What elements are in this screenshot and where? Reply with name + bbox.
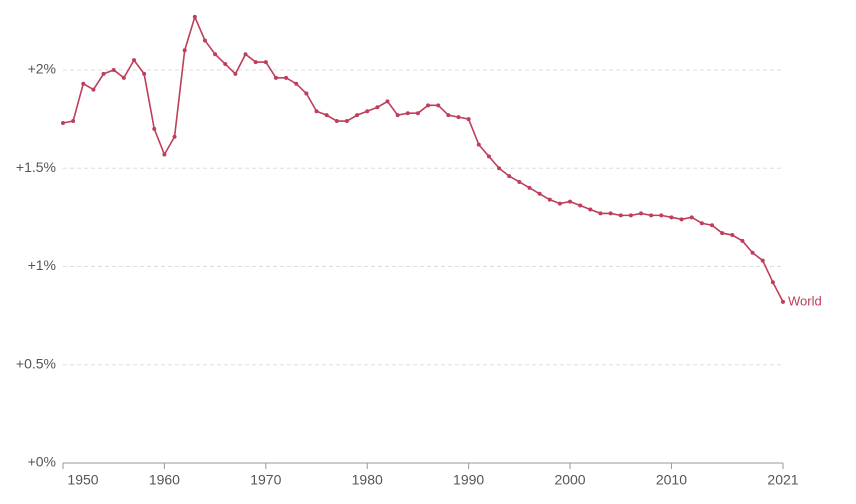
x-tick-label: 2000 (554, 472, 585, 488)
y-tick-label: +2% (28, 61, 56, 77)
data-point (659, 213, 664, 218)
data-point (375, 105, 380, 110)
data-point (486, 154, 491, 159)
data-point (202, 38, 207, 43)
data-point (781, 299, 785, 304)
x-tick-label: 1950 (67, 472, 98, 488)
data-point (568, 199, 573, 204)
data-point (253, 60, 258, 65)
data-point (730, 233, 735, 238)
data-point (385, 99, 390, 104)
data-point (446, 113, 451, 118)
y-tick-label: +0% (28, 454, 56, 470)
data-point (598, 211, 603, 216)
data-point (213, 52, 218, 57)
data-point (628, 213, 633, 218)
y-tick-label: +1.5% (16, 159, 56, 175)
data-point (172, 134, 177, 139)
data-point (395, 113, 400, 118)
data-point (679, 217, 684, 222)
data-point (770, 280, 775, 285)
data-point (142, 71, 147, 76)
data-point (710, 223, 715, 228)
data-point (608, 211, 613, 216)
data-point (740, 238, 745, 243)
data-point (324, 113, 329, 118)
data-point (618, 213, 623, 218)
data-point (699, 221, 704, 226)
data-point (304, 91, 309, 96)
series-label: World (788, 293, 822, 308)
data-point (405, 111, 410, 116)
x-tick-label: 2021 (767, 472, 798, 488)
data-point (760, 258, 765, 263)
x-tick-label: 1980 (352, 472, 383, 488)
data-point (557, 201, 562, 206)
data-point (689, 215, 694, 220)
data-point (507, 174, 512, 179)
data-point (415, 111, 420, 116)
data-point (517, 179, 522, 184)
data-point (497, 166, 502, 171)
data-point (649, 213, 654, 218)
series-line (62, 14, 784, 303)
data-point (81, 81, 86, 86)
data-point (111, 67, 116, 72)
data-point (273, 75, 278, 80)
y-tick-label: +1% (28, 257, 56, 273)
data-point (61, 121, 65, 126)
data-point (121, 75, 126, 80)
data-point (639, 211, 644, 216)
data-point (223, 62, 228, 67)
data-point (578, 203, 583, 208)
data-point (365, 109, 370, 114)
data-point (71, 119, 76, 124)
data-point (284, 75, 289, 80)
y-tick-label: +0.5% (16, 355, 56, 371)
data-point (436, 103, 441, 108)
data-point (527, 185, 532, 190)
data-point (162, 152, 167, 157)
data-point (344, 119, 349, 124)
x-tick-label: 1960 (149, 472, 180, 488)
data-point (588, 207, 593, 212)
data-point (669, 215, 674, 220)
data-point (547, 197, 552, 202)
data-point (243, 52, 248, 57)
data-point (466, 117, 471, 122)
data-point (263, 60, 268, 65)
data-point (294, 81, 299, 86)
data-point (91, 87, 96, 92)
data-point (720, 231, 725, 236)
data-point (131, 58, 136, 63)
data-point (537, 191, 542, 196)
x-tick-label: 1970 (250, 472, 281, 488)
data-point (355, 113, 360, 118)
x-tick-label: 1990 (453, 472, 484, 488)
data-point (152, 126, 157, 131)
data-point (192, 14, 197, 19)
data-point (314, 109, 319, 114)
data-point (476, 142, 481, 147)
data-point (456, 115, 461, 120)
data-point (233, 71, 238, 76)
data-point (101, 71, 106, 76)
data-point (334, 119, 339, 124)
data-point (426, 103, 431, 108)
x-tick-label: 2010 (656, 472, 687, 488)
data-point (182, 48, 187, 53)
data-point (750, 250, 755, 255)
